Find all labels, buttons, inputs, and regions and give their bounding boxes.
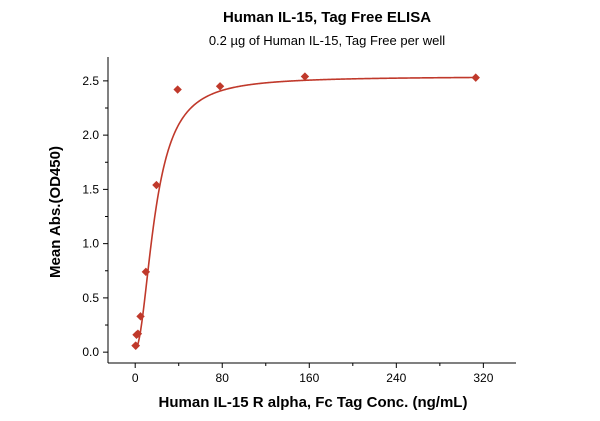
x-tick-label: 160 <box>299 371 319 385</box>
data-point-diamond <box>471 73 480 82</box>
y-tick-label: 2.0 <box>82 128 99 142</box>
data-point-diamond <box>173 85 182 94</box>
x-tick-label: 320 <box>473 371 493 385</box>
data-point-diamond <box>133 329 143 338</box>
data-points-layer <box>131 72 480 350</box>
x-tick-label: 240 <box>386 371 406 385</box>
x-axis-title: Human IL-15 R alpha, Fc Tag Conc. (ng/mL… <box>159 394 468 411</box>
fit-curve <box>134 76 476 350</box>
data-point-diamond <box>300 72 310 81</box>
chart-subtitle: 0.2 µg of Human IL-15, Tag Free per well <box>209 33 445 48</box>
data-point-diamond <box>131 341 141 350</box>
y-axis-title: Mean Abs.(OD450) <box>47 146 64 278</box>
axes: 0.0 0.5 1.0 1.5 2.0 2.5 0 80 160 240 320 <box>82 57 516 385</box>
data-point-diamond <box>215 82 225 91</box>
x-tick-label: 0 <box>132 371 139 385</box>
data-point-diamond <box>152 180 161 190</box>
y-tick-label: 0.0 <box>82 345 99 359</box>
fit-curve-layer <box>134 76 476 350</box>
chart-title: Human IL-15, Tag Free ELISA <box>223 9 431 26</box>
y-tick-label: 1.0 <box>82 237 99 251</box>
data-point-diamond <box>136 312 145 321</box>
data-point-diamond <box>141 267 151 277</box>
y-tick-label: 1.5 <box>82 182 99 196</box>
y-tick-label: 2.5 <box>82 74 99 88</box>
x-tick-label: 80 <box>216 371 230 385</box>
y-tick-label: 0.5 <box>82 291 99 305</box>
